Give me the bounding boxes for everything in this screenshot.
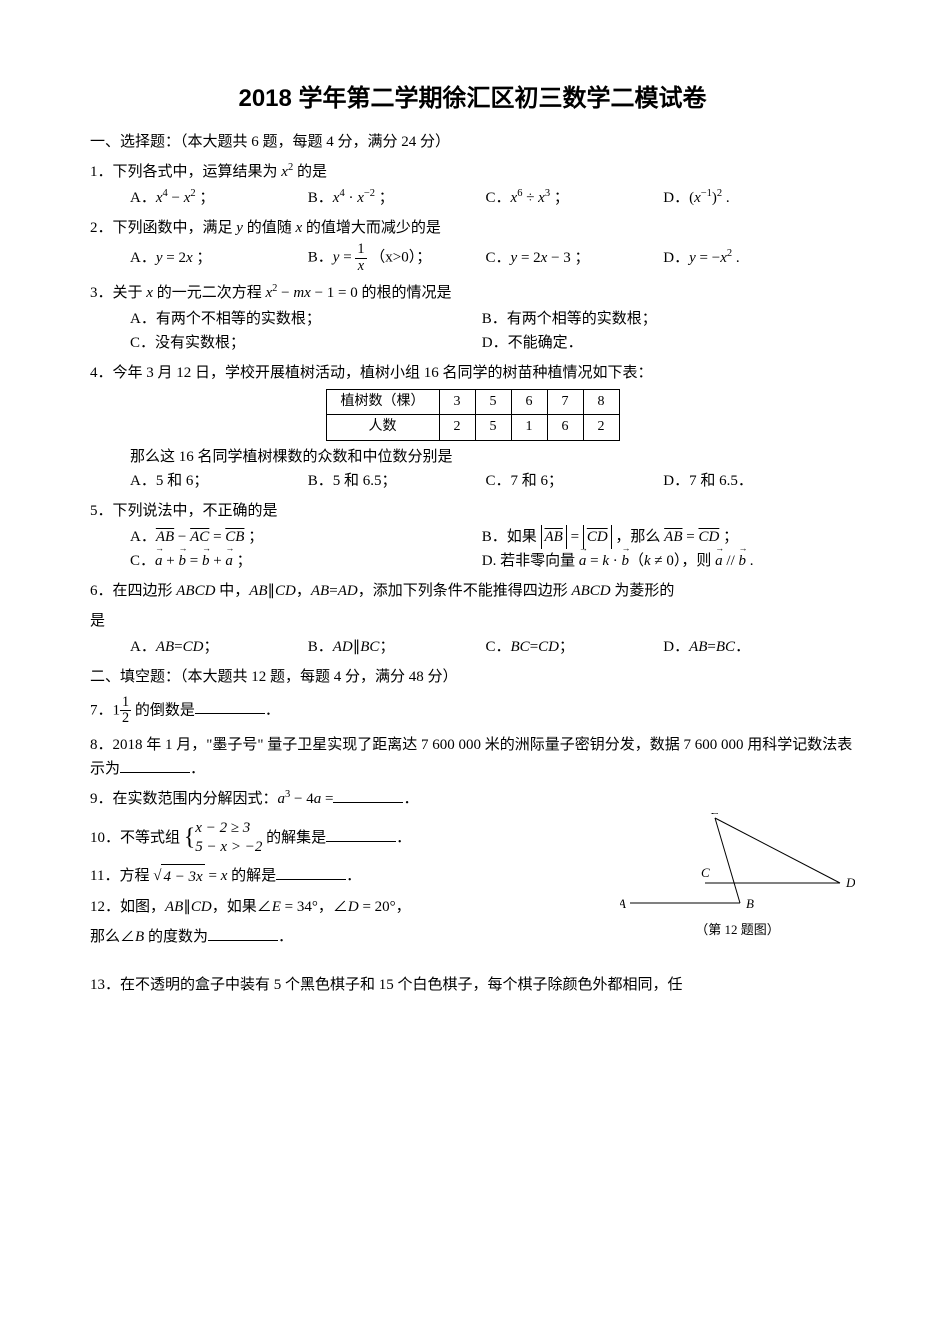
- figure-12: A B C D E: [620, 813, 855, 913]
- q10-b: 的解集是: [262, 830, 326, 846]
- q4-sub: 那么这 16 名同学植树棵数的众数和中位数分别是: [90, 445, 855, 469]
- q12-b: 那么∠B 的度数为．: [90, 925, 612, 949]
- q5-B: B．如果 AB = CD ，那么 AB = CD ；: [482, 525, 830, 549]
- q5-stem: 5．下列说法中，不正确的是: [90, 499, 855, 523]
- blank: [208, 925, 278, 941]
- q3-options: A．有两个不相等的实数根； B．有两个相等的实数根； C．没有实数根； D．不能…: [90, 307, 855, 355]
- q12-a: 12．如图，AB∥CD，如果∠E = 34°，∠D = 20°，: [90, 895, 612, 919]
- q9-b: ．: [403, 791, 418, 807]
- q2-C: C．y = 2x − 3 ；: [486, 246, 660, 270]
- section-2-header: 二、填空题：（本大题共 12 题，每题 4 分，满分 48 分）: [90, 665, 855, 689]
- q4-options: A．5 和 6； B．5 和 6.5； C．7 和 6； D．7 和 6.5．: [90, 469, 855, 493]
- q6-C: C．BC=CD；: [486, 635, 660, 659]
- q1-B: B．x4 · x−2 ；: [308, 186, 482, 210]
- blank: [276, 864, 346, 880]
- table-cell: 6: [511, 389, 547, 414]
- page-title: 2018 学年第二学期徐汇区初三数学二模试卷: [90, 80, 855, 118]
- q13: 13．在不透明的盒子中装有 5 个黑色棋子和 15 个白色棋子，每个棋子除颜色外…: [90, 973, 855, 997]
- q4-B: B．5 和 6.5；: [308, 469, 482, 493]
- q11-c: ．: [346, 868, 361, 884]
- q10-sys1: x − 2 ≥ 3: [195, 819, 262, 839]
- q7-c: ．: [265, 702, 280, 718]
- blank: [120, 757, 190, 773]
- q11-rad: 4 − 3x: [161, 864, 204, 889]
- table-cell: 1: [511, 415, 547, 440]
- q2-options: A．y = 2x ； B．y = 1x （x>0）； C．y = 2x − 3 …: [90, 242, 855, 274]
- svg-text:E: E: [710, 813, 719, 817]
- q9: 9．在实数范围内分解因式：a3 − 4a =．: [90, 787, 855, 811]
- q6-options: A．AB=CD； B．AD∥BC； C．BC=CD； D．AB=BC．: [90, 635, 855, 659]
- table-cell: 8: [583, 389, 619, 414]
- q6-stem-b: 是: [90, 609, 855, 633]
- q7: 7．112 的倒数是．: [90, 695, 855, 727]
- q6-A: A．AB=CD；: [130, 635, 304, 659]
- q4-D: D．7 和 6.5．: [663, 469, 837, 493]
- q8-b: ．: [190, 761, 205, 777]
- q10-sys2: 5 − x > −2: [195, 838, 262, 858]
- svg-text:D: D: [845, 875, 855, 890]
- q6-B: B．AD∥BC；: [308, 635, 482, 659]
- svg-text:C: C: [701, 865, 710, 880]
- q3-D: D．不能确定．: [482, 331, 830, 355]
- table-cell: 5: [475, 389, 511, 414]
- table-cell: 人数: [326, 415, 439, 440]
- table-cell: 2: [583, 415, 619, 440]
- q1-D: D．(x−1)2 .: [663, 186, 837, 210]
- table-row: 植树数（棵） 3 5 6 7 8: [326, 389, 619, 414]
- q3-C: C．没有实数根；: [130, 331, 478, 355]
- q10: 10．不等式组 {x − 2 ≥ 35 − x > −2 的解集是．: [90, 819, 612, 858]
- q6-D: D．AB=BC．: [663, 635, 837, 659]
- table-row: 人数 2 5 1 6 2: [326, 415, 619, 440]
- q3-B: B．有两个相等的实数根；: [482, 307, 830, 331]
- svg-text:B: B: [746, 896, 754, 911]
- q7-a: 7．1: [90, 702, 120, 718]
- q1-C: C．x6 ÷ x3 ；: [486, 186, 660, 210]
- blank: [195, 698, 265, 714]
- blank: [326, 826, 396, 842]
- section-1-header: 一、选择题：（本大题共 6 题，每题 4 分，满分 24 分）: [90, 130, 855, 154]
- q8: 8．2018 年 1 月，"墨子号" 量子卫星实现了距离达 7 600 000 …: [90, 733, 855, 781]
- q5-C: C．a + b = b + a ；: [130, 549, 478, 573]
- table-cell: 植树数（棵）: [326, 389, 439, 414]
- q2-B: B．y = 1x （x>0）；: [308, 242, 482, 274]
- q2-stem: 2．下列函数中，满足 y 的值随 x 的值增大而减少的是: [90, 216, 855, 240]
- q11: 11．方程 √4 − 3x = x 的解是．: [90, 864, 612, 889]
- q1-stem: 1．下列各式中，运算结果为 x2 的是: [90, 160, 855, 184]
- q4-C: C．7 和 6；: [486, 469, 660, 493]
- svg-text:A: A: [620, 896, 626, 911]
- blank: [333, 787, 403, 803]
- table-cell: 2: [439, 415, 475, 440]
- q10-c: ．: [396, 830, 411, 846]
- q3-A: A．有两个不相等的实数根；: [130, 307, 478, 331]
- q4-stem: 4．今年 3 月 12 日，学校开展植树活动，植树小组 16 名同学的树苗种植情…: [90, 361, 855, 385]
- q5-options: A．AB − AC = CB ； B．如果 AB = CD ，那么 AB = C…: [90, 525, 855, 573]
- q3-stem: 3．关于 x 的一元二次方程 x2 − mx − 1 = 0 的根的情况是: [90, 281, 855, 305]
- q11-a: 11．方程: [90, 868, 153, 884]
- q12-c: ．: [278, 929, 293, 945]
- q1-A: A．x4 − x2 ；: [130, 186, 304, 210]
- table-cell: 7: [547, 389, 583, 414]
- q6-stem-a: 6．在四边形 ABCD 中，AB∥CD，AB=AD，添加下列条件不能推得四边形 …: [90, 579, 855, 603]
- q10-a: 10．不等式组: [90, 830, 184, 846]
- q2-B-suffix: （x>0）；: [370, 250, 431, 266]
- table-cell: 5: [475, 415, 511, 440]
- q1-options: A．x4 − x2 ； B．x4 · x−2 ； C．x6 ÷ x3 ； D．(…: [90, 186, 855, 210]
- q4-table: 植树数（棵） 3 5 6 7 8 人数 2 5 1 6 2: [326, 389, 620, 441]
- q2-D: D．y = −x2 .: [663, 246, 837, 270]
- table-cell: 6: [547, 415, 583, 440]
- table-cell: 3: [439, 389, 475, 414]
- q5-D: D. 若非零向量 a = k · b（k ≠ 0），则 a // b .: [482, 549, 830, 573]
- q7-b: 的倒数是: [131, 702, 195, 718]
- q4-A: A．5 和 6；: [130, 469, 304, 493]
- figure-12-caption: （第 12 题图）: [620, 920, 855, 941]
- q2-A: A．y = 2x ；: [130, 246, 304, 270]
